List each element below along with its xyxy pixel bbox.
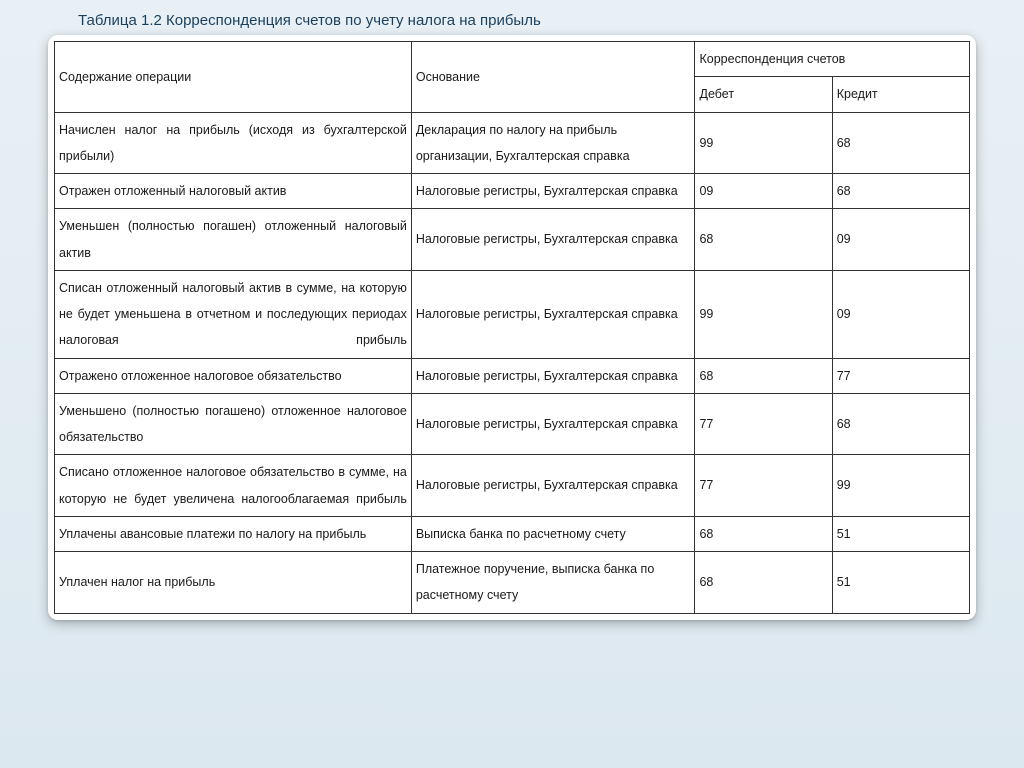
cell-operation: Уменьшено (полностью погашено) отложенно… <box>55 393 412 455</box>
cell-operation: Отражен отложенный налоговый актив <box>55 174 412 209</box>
cell-credit: 09 <box>832 270 969 358</box>
cell-basis: Платежное поручение, выписка банка по ра… <box>411 552 695 614</box>
header-operation: Содержание операции <box>55 42 412 113</box>
header-correspondence: Корреспонденция счетов <box>695 42 970 77</box>
cell-debit: 68 <box>695 358 832 393</box>
cell-basis: Налоговые регистры, Бухгалтерская справк… <box>411 358 695 393</box>
cell-operation: Отражено отложенное налоговое обязательс… <box>55 358 412 393</box>
cell-credit: 68 <box>832 393 969 455</box>
cell-debit: 68 <box>695 552 832 614</box>
cell-operation: Уплачены авансовые платежи по налогу на … <box>55 516 412 551</box>
cell-basis: Налоговые регистры, Бухгалтерская справк… <box>411 174 695 209</box>
table-row: Уплачены авансовые платежи по налогу на … <box>55 516 970 551</box>
cell-operation: Списан отложенный налоговый актив в сумм… <box>55 270 412 358</box>
cell-credit: 09 <box>832 209 969 271</box>
cell-operation: Уменьшен (полностью погашен) отложенный … <box>55 209 412 271</box>
cell-credit: 99 <box>832 455 969 517</box>
cell-credit: 68 <box>832 112 969 174</box>
table-row: Начислен налог на прибыль (исходя из бух… <box>55 112 970 174</box>
cell-operation: Списано отложенное налоговое обязательст… <box>55 455 412 517</box>
header-debit: Дебет <box>695 77 832 112</box>
table-card: Содержание операции Основание Корреспонд… <box>48 35 976 620</box>
table-row: Уменьшен (полностью погашен) отложенный … <box>55 209 970 271</box>
cell-debit: 77 <box>695 393 832 455</box>
cell-debit: 77 <box>695 455 832 517</box>
table-row: Списано отложенное налоговое обязательст… <box>55 455 970 517</box>
cell-basis: Декларация по налогу на прибыль организа… <box>411 112 695 174</box>
cell-credit: 51 <box>832 552 969 614</box>
cell-credit: 51 <box>832 516 969 551</box>
table-row: Списан отложенный налоговый актив в сумм… <box>55 270 970 358</box>
cell-debit: 99 <box>695 112 832 174</box>
cell-debit: 99 <box>695 270 832 358</box>
table-row: Уменьшено (полностью погашено) отложенно… <box>55 393 970 455</box>
cell-debit: 68 <box>695 516 832 551</box>
header-credit: Кредит <box>832 77 969 112</box>
cell-basis: Налоговые регистры, Бухгалтерская справк… <box>411 209 695 271</box>
cell-debit: 09 <box>695 174 832 209</box>
accounts-table: Содержание операции Основание Корреспонд… <box>54 41 970 614</box>
cell-credit: 68 <box>832 174 969 209</box>
cell-debit: 68 <box>695 209 832 271</box>
table-row: Отражен отложенный налоговый активНалого… <box>55 174 970 209</box>
table-title: Таблица 1.2 Корреспонденция счетов по уч… <box>78 12 1004 29</box>
cell-basis: Налоговые регистры, Бухгалтерская справк… <box>411 393 695 455</box>
header-basis: Основание <box>411 42 695 113</box>
cell-operation: Начислен налог на прибыль (исходя из бух… <box>55 112 412 174</box>
table-row: Отражено отложенное налоговое обязательс… <box>55 358 970 393</box>
cell-basis: Выписка банка по расчетному счету <box>411 516 695 551</box>
cell-operation: Уплачен налог на прибыль <box>55 552 412 614</box>
table-row: Уплачен налог на прибыльПлатежное поруче… <box>55 552 970 614</box>
cell-credit: 77 <box>832 358 969 393</box>
cell-basis: Налоговые регистры, Бухгалтерская справк… <box>411 270 695 358</box>
cell-basis: Налоговые регистры, Бухгалтерская справк… <box>411 455 695 517</box>
